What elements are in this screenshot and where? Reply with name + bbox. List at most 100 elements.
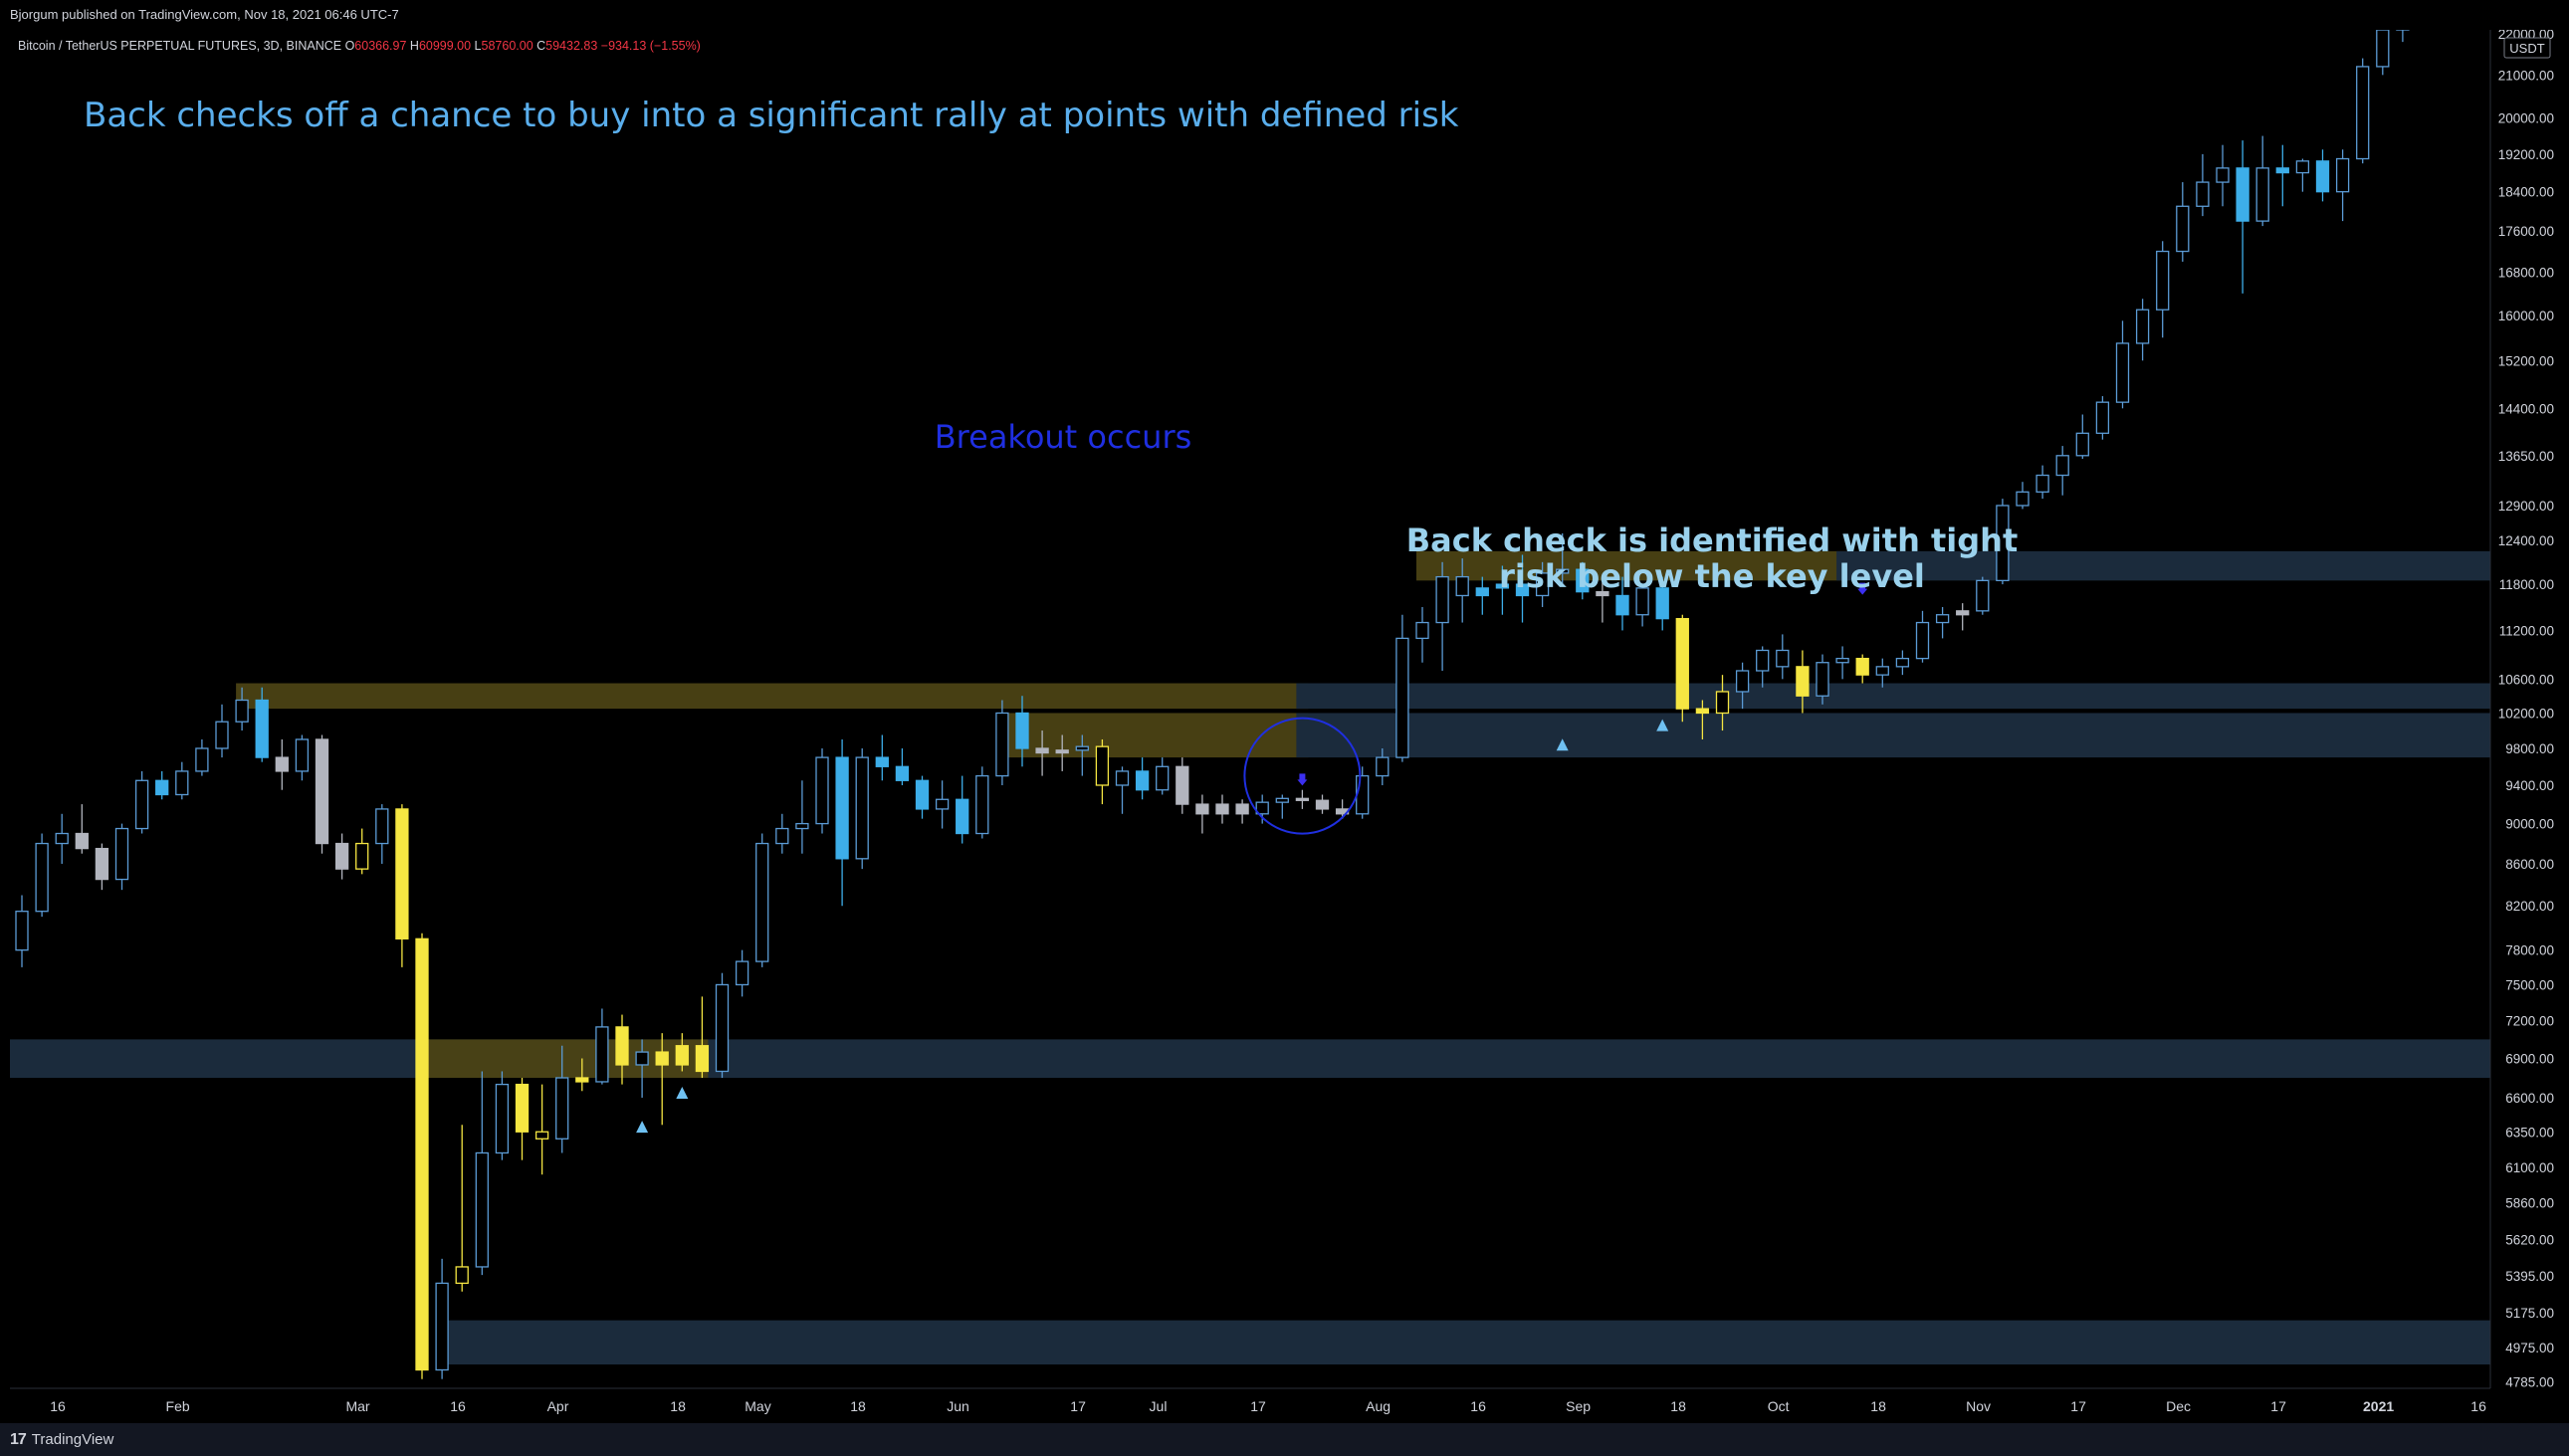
candle-body-108 bbox=[2176, 205, 2190, 253]
candle-body-111 bbox=[2236, 167, 2249, 222]
candle-5 bbox=[114, 823, 129, 891]
price-tick-33: 4975.00 bbox=[2505, 1341, 2554, 1355]
candle-57 bbox=[1156, 757, 1170, 795]
candle-89 bbox=[1796, 650, 1810, 714]
time-tick-17: 18 bbox=[1870, 1398, 1886, 1414]
candle-body-88 bbox=[1776, 649, 1790, 668]
candle-body-7 bbox=[155, 779, 169, 796]
candle-body-25 bbox=[515, 1083, 530, 1133]
candle-body-4 bbox=[95, 847, 109, 881]
low-label: L bbox=[471, 39, 481, 53]
candle-body-74 bbox=[1495, 583, 1510, 589]
candle-22 bbox=[455, 1125, 469, 1292]
candle-body-71 bbox=[1435, 575, 1449, 624]
candle-body-2 bbox=[55, 832, 69, 845]
candle-body-32 bbox=[655, 1051, 669, 1066]
price-tick-28: 6100.00 bbox=[2505, 1160, 2554, 1175]
candle-body-16 bbox=[334, 842, 349, 870]
candle-6 bbox=[134, 770, 149, 834]
candle-77 bbox=[1556, 532, 1570, 585]
candle-body-70 bbox=[1415, 621, 1429, 640]
price-tick-15: 10600.00 bbox=[2498, 672, 2554, 687]
tradingview-logo[interactable]: 17 TradingView bbox=[10, 1423, 113, 1456]
candle-16 bbox=[334, 833, 349, 880]
candle-body-30 bbox=[615, 1026, 629, 1066]
support-zone-2 bbox=[1296, 713, 2490, 758]
price-tick-26: 6600.00 bbox=[2505, 1091, 2554, 1106]
candle-body-12 bbox=[255, 699, 269, 758]
close-label: C bbox=[534, 39, 546, 53]
price-tick-6: 16800.00 bbox=[2498, 265, 2554, 280]
tradingview-logo-icon: 17 bbox=[10, 1431, 27, 1448]
candle-body-46 bbox=[935, 798, 950, 810]
candle-38 bbox=[775, 813, 789, 854]
candle-body-15 bbox=[315, 738, 329, 845]
time-tick-10: Jul bbox=[1150, 1398, 1168, 1414]
time-tick-4: Apr bbox=[547, 1398, 569, 1414]
support-zone-3 bbox=[1296, 683, 2490, 710]
candle-71 bbox=[1435, 561, 1449, 671]
candle-32 bbox=[655, 1033, 669, 1126]
candle-87 bbox=[1756, 646, 1770, 688]
candle-body-64 bbox=[1295, 797, 1310, 801]
candle-body-33 bbox=[675, 1045, 689, 1066]
annotation-layer: Back checks off a chance to buy into a s… bbox=[84, 96, 2018, 595]
candle-body-109 bbox=[2196, 181, 2210, 207]
price-tick-25: 6900.00 bbox=[2505, 1051, 2554, 1066]
candle-73 bbox=[1475, 576, 1489, 615]
candle-body-31 bbox=[635, 1051, 649, 1066]
candle-body-40 bbox=[815, 756, 829, 825]
candle-55 bbox=[1115, 766, 1130, 814]
candle-41 bbox=[835, 738, 849, 907]
candle-body-99 bbox=[1996, 505, 2010, 581]
annotation-text-0: Back checks off a chance to buy into a s… bbox=[84, 96, 1459, 135]
candle-body-112 bbox=[2255, 167, 2269, 222]
candle-body-47 bbox=[956, 798, 969, 835]
candle-103 bbox=[2075, 414, 2089, 460]
candle-body-6 bbox=[134, 779, 149, 830]
candle-body-11 bbox=[235, 699, 249, 723]
candle-body-117 bbox=[2356, 66, 2370, 160]
time-tick-9: 17 bbox=[1070, 1398, 1086, 1414]
candle-body-28 bbox=[575, 1077, 589, 1083]
price-tick-23: 7500.00 bbox=[2505, 977, 2554, 992]
candle-23 bbox=[475, 1071, 489, 1276]
candle-102 bbox=[2055, 446, 2069, 496]
candle-70 bbox=[1415, 606, 1429, 663]
time-tick-8: Jun bbox=[947, 1398, 969, 1414]
time-tick-21: 17 bbox=[2270, 1398, 2286, 1414]
candle-body-115 bbox=[2315, 160, 2330, 193]
candle-76 bbox=[1535, 561, 1550, 607]
candle-12 bbox=[255, 687, 269, 762]
candle-body-69 bbox=[1395, 637, 1409, 758]
price-tick-3: 19200.00 bbox=[2498, 147, 2554, 162]
time-tick-3: 16 bbox=[450, 1398, 466, 1414]
candle-body-110 bbox=[2216, 167, 2230, 183]
candle-85 bbox=[1715, 675, 1730, 731]
signal-triangle-up-icon-0 bbox=[636, 1121, 649, 1134]
time-tick-7: 18 bbox=[850, 1398, 866, 1414]
candle-body-19 bbox=[395, 808, 409, 939]
candle-body-116 bbox=[2335, 157, 2350, 193]
candle-body-75 bbox=[1515, 583, 1530, 597]
time-tick-15: 18 bbox=[1670, 1398, 1686, 1414]
candle-body-103 bbox=[2075, 432, 2089, 457]
candlestick-chart[interactable]: Back checks off a chance to buy into a s… bbox=[10, 30, 2569, 1423]
candle-79 bbox=[1596, 580, 1609, 623]
candle-body-52 bbox=[1055, 749, 1069, 754]
candle-body-3 bbox=[75, 832, 89, 850]
price-tick-5: 17600.00 bbox=[2498, 224, 2554, 239]
candle-body-95 bbox=[1915, 621, 1930, 660]
candle-90 bbox=[1816, 654, 1829, 705]
price-tick-32: 5175.00 bbox=[2505, 1306, 2554, 1321]
candle-body-44 bbox=[895, 765, 910, 781]
time-tick-13: 16 bbox=[1470, 1398, 1486, 1414]
price-tick-8: 15200.00 bbox=[2498, 353, 2554, 368]
candle-0 bbox=[15, 895, 29, 967]
chart-frame[interactable]: Back checks off a chance to buy into a s… bbox=[10, 30, 2569, 1423]
time-tick-16: Oct bbox=[1768, 1398, 1790, 1414]
candle-56 bbox=[1135, 757, 1150, 800]
candle-83 bbox=[1675, 614, 1689, 723]
candle-body-24 bbox=[495, 1083, 510, 1154]
candle-body-8 bbox=[175, 770, 189, 796]
